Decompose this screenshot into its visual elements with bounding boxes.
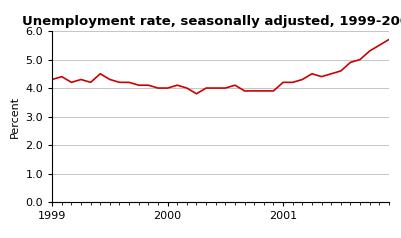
- Y-axis label: Percent: Percent: [10, 96, 20, 138]
- Title: Unemployment rate, seasonally adjusted, 1999-2001: Unemployment rate, seasonally adjusted, …: [22, 15, 401, 28]
